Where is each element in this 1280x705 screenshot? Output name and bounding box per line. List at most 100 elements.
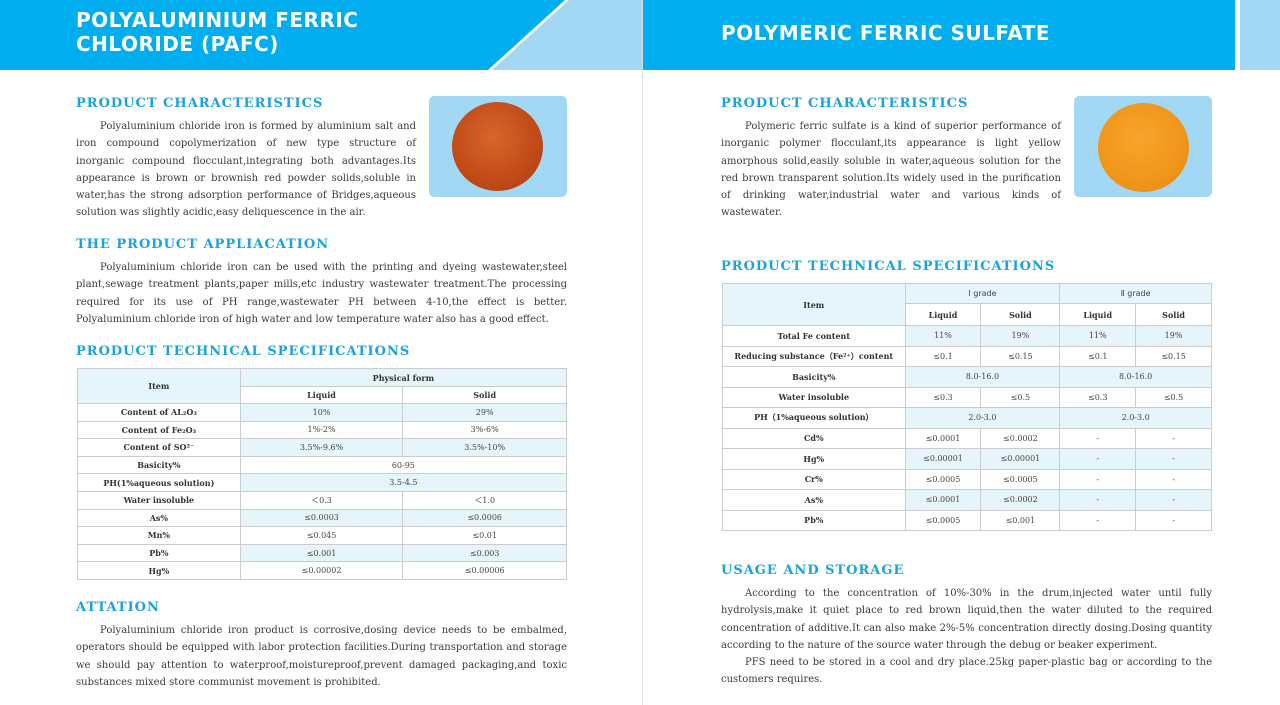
value-cell: ≤0.5: [980, 386, 1061, 408]
col-header: Solid: [1135, 303, 1212, 326]
col-header: Solid: [402, 386, 567, 404]
table-row: PH(1%aqueous solution) 3.5-4.5: [77, 473, 568, 492]
merged-cell: 3.5-4.5: [239, 473, 568, 492]
table-row: Water insoluble ＜0.3 ＜1.0: [77, 490, 567, 510]
row-item: Cd%: [722, 427, 906, 449]
row-item: Total Fe content: [722, 325, 906, 347]
pafc-powder-image: [452, 102, 543, 191]
right-specs-heading: PRODUCT TECHNICAL SPECIFICATIONS: [721, 259, 1056, 274]
group-header: Physical form: [239, 368, 568, 387]
application-text: Polyaluminium chloride iron can be used …: [76, 259, 567, 328]
value-cell: ≤0.00006: [402, 561, 567, 580]
value-cell: ≤0.001: [239, 543, 404, 563]
left-specs-heading: PRODUCT TECHNICAL SPECIFICATIONS: [76, 344, 411, 359]
group-header: Ⅱ grade: [1059, 283, 1212, 304]
col-header: Liquid: [239, 386, 404, 404]
pfs-spec-table: Item Ⅰ grade Ⅱ grade Liquid Solid Liquid Soli…: [722, 283, 1212, 531]
value-cell: ≤0.001: [980, 509, 1061, 531]
pafc-image-frame: [429, 96, 567, 197]
attation-text: Polyaluminium chloride iron product is c…: [76, 622, 567, 691]
paragraph: PFS need to be stored in a cool and dry …: [721, 657, 1212, 686]
value-cell: ≤0.00001: [904, 448, 982, 470]
merged-cell: 8.0-16.0: [904, 366, 1061, 388]
merged-cell: 60-95: [239, 455, 568, 475]
value-cell: ≤0.0001: [904, 427, 982, 449]
pfs-powder-image: [1098, 103, 1189, 192]
value-cell: ≤0.0006: [402, 508, 567, 528]
value-cell: ≤0.003: [402, 543, 567, 563]
right-characteristics-heading: PRODUCT CHARACTERISTICS: [721, 96, 969, 111]
right-page-title: POLYMERIC FERRIC SULFATE: [721, 21, 1051, 45]
col-header: Liquid: [904, 303, 982, 326]
row-item: Water insoluble: [77, 490, 241, 510]
table-row: Basicity% 8.0-16.0 8.0-16.0: [722, 366, 1212, 388]
value-cell: ≤0.0002: [980, 427, 1061, 449]
table-row: Content of Fe₂O₃ 1%-2% 3%-6%: [77, 420, 567, 440]
value-cell: ≤0.0005: [904, 509, 982, 531]
table-row: Content of SO²⁻ 3.5%-9.6% 3.5%-10%: [77, 438, 567, 457]
value-cell: -: [1059, 468, 1137, 490]
table-row: Content of AL₂O₃ 10% 29%: [77, 403, 567, 422]
page-divider: [642, 0, 643, 705]
group-header: Ⅰ grade: [904, 283, 1061, 304]
row-item: Hg%: [77, 561, 241, 580]
row-item: Content of Fe₂O₃: [77, 420, 241, 440]
value-cell: ≤0.045: [239, 526, 404, 545]
table-row: PH（1%aqueous solution） 2.0-3.0 2.0-3.0: [722, 407, 1212, 429]
paragraph: Polyaluminium chloride iron can be used …: [76, 262, 567, 325]
value-cell: -: [1059, 448, 1137, 470]
value-cell: ≤0.3: [904, 386, 982, 408]
table-row: Cd% ≤0.0001 ≤0.0002- -: [722, 427, 1212, 449]
row-item: Basicity%: [722, 366, 906, 388]
paragraph: Polyaluminium chloride iron is formed by…: [76, 121, 416, 219]
value-cell: ≤0.00001: [980, 448, 1061, 470]
value-cell: ≤0.0003: [239, 508, 404, 528]
value-cell: 19%: [1135, 325, 1212, 347]
value-cell: -: [1135, 509, 1212, 531]
value-cell: -: [1059, 509, 1137, 531]
row-item: Pb%: [722, 509, 906, 531]
value-cell: ≤0.1: [904, 345, 982, 367]
table-row: As% ≤0.0001 ≤0.0002- -: [722, 489, 1212, 511]
table-row: As% ≤0.0003 ≤0.0006: [77, 508, 567, 528]
value-cell: ≤0.00002: [239, 561, 404, 580]
left-characteristics-heading: PRODUCT CHARACTERISTICS: [76, 96, 324, 111]
usage-text: According to the concentration of 10%-30…: [721, 585, 1212, 689]
paragraph: According to the concentration of 10%-30…: [721, 588, 1212, 651]
value-cell: 3%-6%: [402, 420, 567, 440]
value-cell: 19%: [980, 325, 1061, 347]
item-header: Item: [77, 368, 241, 404]
value-cell: 29%: [402, 403, 567, 422]
value-cell: -: [1135, 448, 1212, 470]
attation-heading: ATTATION: [76, 600, 160, 615]
value-cell: ≤0.0005: [904, 468, 982, 490]
row-item: Basicity%: [77, 455, 241, 475]
left-characteristics-text: Polyaluminium chloride iron is formed by…: [76, 118, 416, 222]
row-item: As%: [77, 508, 241, 528]
value-cell: 1%-2%: [239, 420, 404, 440]
value-cell: ≤0.0005: [980, 468, 1061, 490]
value-cell: ≤0.01: [402, 526, 567, 545]
paragraph: Polyaluminium chloride iron product is c…: [76, 625, 567, 688]
table-row: Cr% ≤0.0005 ≤0.0005- -: [722, 468, 1212, 490]
col-header: Liquid: [1059, 303, 1137, 326]
application-heading: THE PRODUCT APPLIACATION: [76, 237, 330, 252]
value-cell: -: [1135, 468, 1212, 490]
value-cell: 3.5%-10%: [402, 438, 567, 457]
row-item: Mn%: [77, 526, 241, 545]
value-cell: 3.5%-9.6%: [239, 438, 404, 457]
row-item: Pb%: [77, 543, 241, 563]
pafc-spec-table: Item Physical form Liquid Solid Content of…: [77, 368, 568, 580]
right-header-bar: [643, 0, 1235, 70]
merged-cell: 2.0-3.0: [1059, 407, 1212, 429]
row-item: Content of AL₂O₃: [77, 403, 241, 422]
value-cell: ＜1.0: [402, 490, 567, 510]
table-row: Hg% ≤0.00002 ≤0.00006: [77, 561, 567, 580]
value-cell: ≤0.1: [1059, 345, 1137, 367]
item-header: Item: [722, 283, 906, 326]
row-item: Content of SO²⁻: [77, 438, 241, 457]
right-characteristics-text: Polymeric ferric sulfate is a kind of su…: [721, 118, 1061, 222]
title-line: CHLORIDE (PAFC): [76, 32, 279, 56]
value-cell: -: [1135, 489, 1212, 511]
row-item: PH（1%aqueous solution）: [722, 407, 906, 429]
